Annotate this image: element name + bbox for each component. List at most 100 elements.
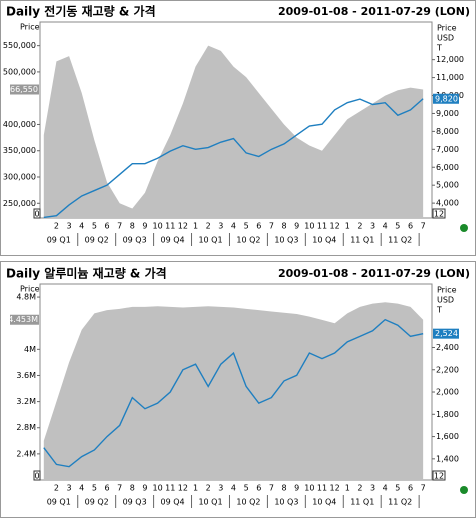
x-tick-label: 2 bbox=[54, 222, 59, 231]
chart-subtitle: 2009-01-08 - 2011-07-29 (LON) bbox=[278, 267, 470, 280]
corner-label: 12 bbox=[434, 210, 444, 219]
x-tick-label: 6 bbox=[256, 222, 261, 231]
quarter-label: 11 Q1 bbox=[350, 498, 374, 507]
y2-tick-label: 12,000 bbox=[436, 55, 464, 64]
x-tick-label: 8 bbox=[282, 222, 287, 231]
x-tick-label: 11 bbox=[317, 484, 327, 493]
x-tick-label: 4 bbox=[79, 484, 84, 493]
y-tick-label: 4.8M bbox=[16, 293, 36, 302]
x-tick-label: 5 bbox=[395, 484, 400, 493]
y2-axis-label: Price bbox=[437, 286, 457, 295]
quarter-label: 10 Q3 bbox=[274, 236, 298, 245]
x-tick-label: 6 bbox=[104, 222, 109, 231]
y-tick-label: 350,000 bbox=[3, 146, 36, 155]
y2-tick-label: 1,600 bbox=[436, 432, 459, 441]
y2-axis-label: USD bbox=[437, 34, 454, 43]
x-tick-label: 2 bbox=[206, 222, 211, 231]
x-tick-label: 8 bbox=[130, 222, 135, 231]
x-tick-label: 12 bbox=[330, 484, 340, 493]
last-value-box bbox=[10, 314, 39, 325]
x-tick-label: 3 bbox=[370, 484, 375, 493]
y2-tick-label: 2,200 bbox=[436, 365, 459, 374]
quarter-label: 10 Q4 bbox=[312, 236, 336, 245]
quarter-label: 09 Q3 bbox=[123, 498, 147, 507]
y2-tick-label: 2,400 bbox=[436, 343, 459, 352]
y2-axis-label: USD bbox=[437, 296, 454, 305]
last-value-label: 466,550 bbox=[5, 85, 38, 94]
y2-tick-label: 1,800 bbox=[436, 410, 459, 419]
y2-axis-label: T bbox=[436, 44, 442, 53]
y2-tick-label: 5,000 bbox=[436, 181, 459, 190]
quarter-label: 09 Q1 bbox=[47, 236, 71, 245]
chart-subtitle: 2009-01-08 - 2011-07-29 (LON) bbox=[278, 5, 470, 18]
x-tick-label: 4 bbox=[231, 222, 236, 231]
y2-tick-label: 9,000 bbox=[436, 109, 459, 118]
x-tick-label: 3 bbox=[218, 484, 223, 493]
last-value-box bbox=[10, 84, 39, 95]
y-axis-label: Price bbox=[20, 285, 40, 294]
inventory-area bbox=[43, 302, 424, 480]
y2-tick-label: 2,000 bbox=[436, 388, 459, 397]
x-tick-label: 2 bbox=[54, 484, 59, 493]
quarter-label: 09 Q2 bbox=[85, 236, 109, 245]
y-tick-label: 4M bbox=[24, 345, 36, 354]
x-tick-label: 10 bbox=[304, 484, 314, 493]
x-tick-label: 5 bbox=[92, 222, 97, 231]
inventory-area bbox=[43, 45, 424, 218]
x-tick-label: 5 bbox=[244, 222, 249, 231]
corner-box bbox=[432, 470, 446, 481]
x-tick-label: 11 bbox=[317, 222, 327, 231]
y-axis-label: Price bbox=[20, 23, 40, 32]
x-tick-label: 7 bbox=[269, 484, 274, 493]
x-tick-label: 1 bbox=[193, 484, 198, 493]
x-tick-label: 3 bbox=[67, 484, 72, 493]
quarter-label: 10 Q1 bbox=[198, 236, 222, 245]
x-tick-label: 9 bbox=[142, 222, 147, 231]
y-tick-label: 500,000 bbox=[3, 67, 36, 76]
x-tick-label: 11 bbox=[165, 222, 175, 231]
last-value-box bbox=[433, 93, 459, 104]
x-tick-label: 1 bbox=[193, 222, 198, 231]
x-tick-label: 3 bbox=[67, 222, 72, 231]
corner-box bbox=[432, 208, 446, 219]
x-tick-label: 9 bbox=[294, 222, 299, 231]
corner-label: 0 bbox=[34, 472, 39, 481]
x-tick-label: 8 bbox=[130, 484, 135, 493]
quarter-label: 09 Q2 bbox=[85, 498, 109, 507]
x-tick-label: 1 bbox=[345, 222, 350, 231]
y-tick-label: 2.4M bbox=[16, 449, 36, 458]
x-tick-label: 5 bbox=[92, 484, 97, 493]
corner-box bbox=[33, 470, 41, 481]
quarter-label: 09 Q4 bbox=[161, 236, 185, 245]
y2-axis-label: Price bbox=[437, 24, 457, 33]
x-tick-label: 7 bbox=[117, 484, 122, 493]
y-tick-label: 400,000 bbox=[3, 120, 36, 129]
x-tick-label: 10 bbox=[304, 222, 314, 231]
quarter-label: 10 Q1 bbox=[198, 498, 222, 507]
x-tick-label: 5 bbox=[395, 222, 400, 231]
x-tick-label: 4 bbox=[383, 484, 388, 493]
last-value-box bbox=[433, 328, 459, 339]
x-tick-label: 1 bbox=[345, 484, 350, 493]
x-tick-label: 12 bbox=[178, 222, 188, 231]
quarter-label: 10 Q2 bbox=[236, 498, 260, 507]
x-tick-label: 4 bbox=[79, 222, 84, 231]
y-tick-label: 3.6M bbox=[16, 371, 36, 380]
corner-label: 0 bbox=[34, 210, 39, 219]
x-tick-label: 7 bbox=[117, 222, 122, 231]
y-tick-label: 300,000 bbox=[3, 173, 36, 182]
x-tick-label: 5 bbox=[244, 484, 249, 493]
x-tick-label: 12 bbox=[178, 484, 188, 493]
quarter-label: 11 Q2 bbox=[388, 236, 412, 245]
x-tick-label: 2 bbox=[206, 484, 211, 493]
x-tick-label: 7 bbox=[421, 484, 426, 493]
y2-tick-label: 7,000 bbox=[436, 145, 459, 154]
price-line bbox=[43, 318, 424, 468]
x-tick-label: 7 bbox=[269, 222, 274, 231]
last-value-label: 4.453M bbox=[8, 315, 38, 324]
quarter-label: 09 Q1 bbox=[47, 498, 71, 507]
x-tick-label: 11 bbox=[165, 484, 175, 493]
x-tick-label: 2 bbox=[357, 222, 362, 231]
x-tick-label: 6 bbox=[104, 484, 109, 493]
y2-tick-label: 4,000 bbox=[436, 199, 459, 208]
